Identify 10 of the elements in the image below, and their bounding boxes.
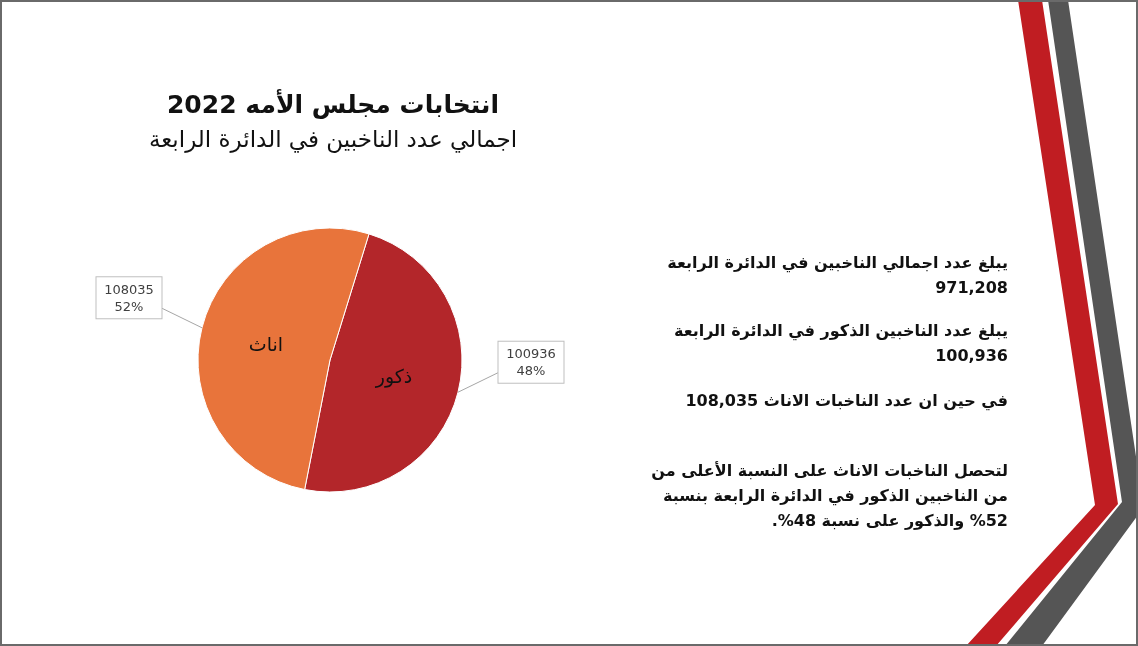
text: يبلغ عدد اجمالي الناخبين في الدائرة الرابعة 971,208 [666,252,1008,299]
text: لتحصل الناخبات الاناث على النسبة الأعلى من من الناخبين الذكور في الدائرة الرابعة بنسبة 52% والذكور على نسبة 48%. [650,460,1008,532]
data-label: 108035 52% [104,281,154,314]
slice-label: اناث [248,332,284,355]
text: يبلغ عدد الناخبين الذكور في الدائرة الرابعة 100,936 [672,320,1008,367]
chart-subtitle: اجمالي عدد الناخبين في الدائرة الرابعة [147,126,519,152]
slice-label: ذكور [374,364,413,388]
data-label: 100936 48% [506,346,556,379]
text: في حين ان عدد الناخبات الاناث 108,035 [684,390,1008,413]
chart-title: انتخابات مجلس الأمه 2022 [165,90,500,119]
